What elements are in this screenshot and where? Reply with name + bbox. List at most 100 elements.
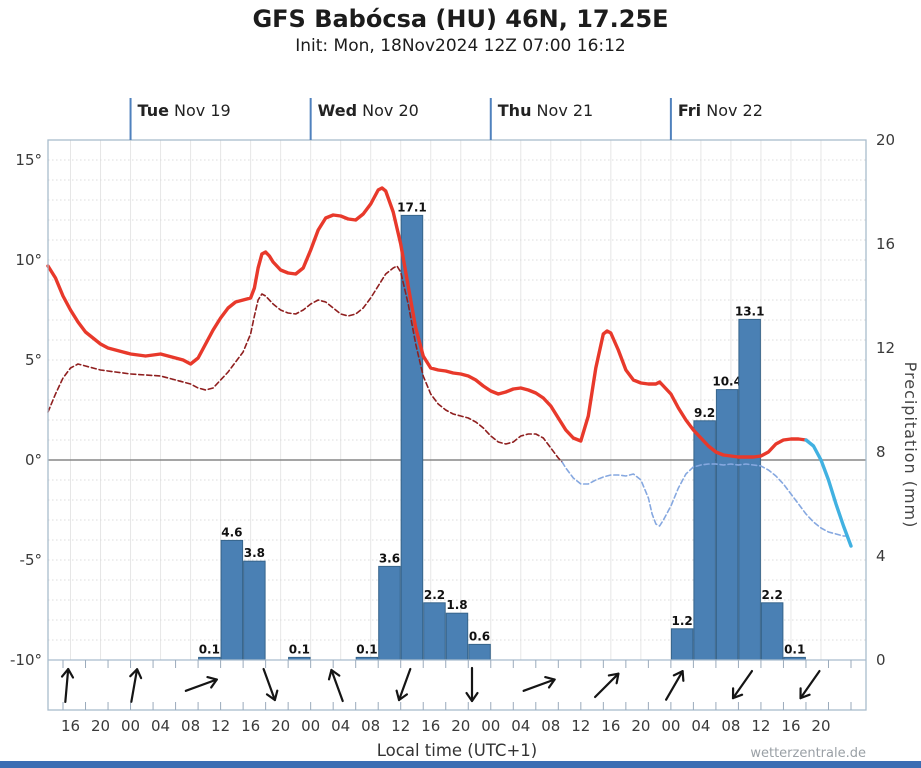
wind-arrow-icon (184, 675, 218, 692)
wind-arrow-icon (60, 667, 75, 704)
dewpoint-line-cold (561, 461, 852, 537)
time-tick-label: 12 (211, 717, 230, 735)
wind-arrow-icon (327, 668, 344, 703)
temp-tick-label: 15° (15, 151, 42, 169)
time-tick-label: 12 (751, 717, 770, 735)
time-tick-label: 16 (241, 717, 260, 735)
time-tick-label: 04 (151, 717, 170, 735)
bottom-bar (0, 761, 921, 768)
time-tick-label: 16 (601, 717, 620, 735)
precip-bar-value: 2.2 (762, 588, 783, 602)
precip-tick-label: 12 (876, 339, 895, 357)
precip-bar-value: 3.6 (379, 551, 400, 565)
precip-tick-label: 8 (876, 443, 886, 461)
precip-bar-value: 0.6 (469, 629, 490, 643)
precip-bar (400, 214, 424, 661)
wind-arrow-icon (799, 669, 821, 700)
precip-bar-value: 0.1 (289, 642, 310, 656)
x-axis-title: Local time (UTC+1) (377, 741, 537, 760)
time-tick-label: 16 (421, 717, 440, 735)
time-tick-label: 00 (301, 717, 320, 735)
precip-tick-label: 16 (876, 235, 895, 253)
precip-bar-value: 4.6 (221, 525, 242, 539)
wind-arrow-icon (395, 667, 412, 702)
day-label: Wed Nov 20 (318, 101, 419, 120)
time-tick-label: 12 (571, 717, 590, 735)
precip-bar-value: 13.1 (735, 304, 765, 318)
temp-tick-label: -10° (10, 651, 42, 669)
precip-tick-label: 0 (876, 651, 886, 669)
precip-bar (445, 612, 469, 661)
precip-bar (670, 628, 694, 661)
time-tick-label: 08 (181, 717, 200, 735)
page-subtitle: Init: Mon, 18Nov2024 12Z 07:00 16:12 (295, 36, 626, 56)
wind-arrow-icon (522, 675, 556, 692)
time-tick-label: 00 (481, 717, 500, 735)
time-tick-label: 08 (721, 717, 740, 735)
time-tick-label: 00 (661, 717, 680, 735)
wind-arrow-icon (593, 672, 620, 699)
time-tick-label: 16 (61, 717, 80, 735)
time-tick-label: 04 (511, 717, 530, 735)
right-axis-title: Precipitation (mm) (901, 362, 920, 529)
temp-tick-label: 0° (25, 451, 42, 469)
wind-arrow-icon (731, 669, 754, 700)
time-tick-label: 12 (391, 717, 410, 735)
precip-bar (378, 565, 401, 661)
temperature-dewpoint-lines (46, 186, 853, 548)
time-tick-label: 20 (631, 717, 650, 735)
temperature-line-cold-tail (804, 438, 853, 548)
time-tick-label: 20 (271, 717, 290, 735)
temp-tick-label: 10° (15, 251, 42, 269)
time-tick-label: 08 (541, 717, 560, 735)
temperature-line (46, 186, 808, 459)
watermark: wetterzentrale.de (750, 746, 866, 761)
temp-tick-label: -5° (20, 551, 42, 569)
precip-bar (693, 420, 716, 661)
gridlines (48, 140, 866, 660)
wind-arrow-icon (664, 670, 685, 701)
precip-bar-value: 2.2 (424, 588, 445, 602)
precip-tick-label: 20 (876, 131, 895, 149)
axes-frame (47, 139, 867, 711)
wind-arrow-icon (262, 667, 279, 702)
precip-tick-label: 4 (876, 547, 886, 565)
precip-bar (738, 318, 761, 661)
time-tick-label: 00 (121, 717, 140, 735)
precip-bar (715, 389, 739, 661)
precip-bar-value: 0.1 (356, 642, 377, 656)
time-tick-label: 20 (811, 717, 830, 735)
precip-bar (243, 560, 266, 661)
precip-bar (468, 643, 491, 661)
precip-bar (760, 602, 784, 661)
day-label: Tue Nov 19 (138, 101, 231, 120)
precip-bar-value: 1.2 (672, 614, 693, 628)
page-title: GFS Babócsa (HU) 46N, 17.25E (252, 5, 669, 33)
time-tick-label: 20 (451, 717, 470, 735)
wind-arrow-icon (129, 668, 143, 703)
wind-arrows (60, 666, 821, 704)
precip-bar-value: 1.8 (446, 598, 467, 612)
precip-bar-value: 3.8 (244, 546, 265, 560)
wind-arrow-icon (465, 666, 479, 703)
time-tick-label: 04 (331, 717, 350, 735)
precip-bar-value: 9.2 (694, 406, 715, 420)
precip-bar-value: 0.1 (784, 642, 805, 656)
time-tick-label: 08 (361, 717, 380, 735)
precip-bar-value: 10.4 (712, 375, 742, 389)
axis-tick-labels: 15° 10° 5° 0° -5° -10° 20 16 12 8 4 0 16 20 00 04 08 12 16… (10, 131, 895, 735)
temp-tick-label: 5° (25, 351, 42, 369)
precip-bar-value: 17.1 (397, 200, 427, 214)
day-marks: Tue Nov 19 Wed Nov 20 Thu Nov 21 Fri Nov 22 (129, 98, 763, 140)
time-tick-label: 16 (781, 717, 800, 735)
precipitation-bars: 0.14.63.80.1 0.13.617.12.21.80.61.29.210.… (198, 200, 806, 661)
precip-bar-value: 0.1 (199, 642, 220, 656)
precip-bar (220, 539, 244, 661)
time-tick-label: 20 (91, 717, 110, 735)
time-tick-label: 04 (691, 717, 710, 735)
dewpoint-line-warm (47, 265, 563, 463)
day-label: Fri Nov 22 (678, 101, 763, 120)
precip-bar (423, 602, 446, 661)
